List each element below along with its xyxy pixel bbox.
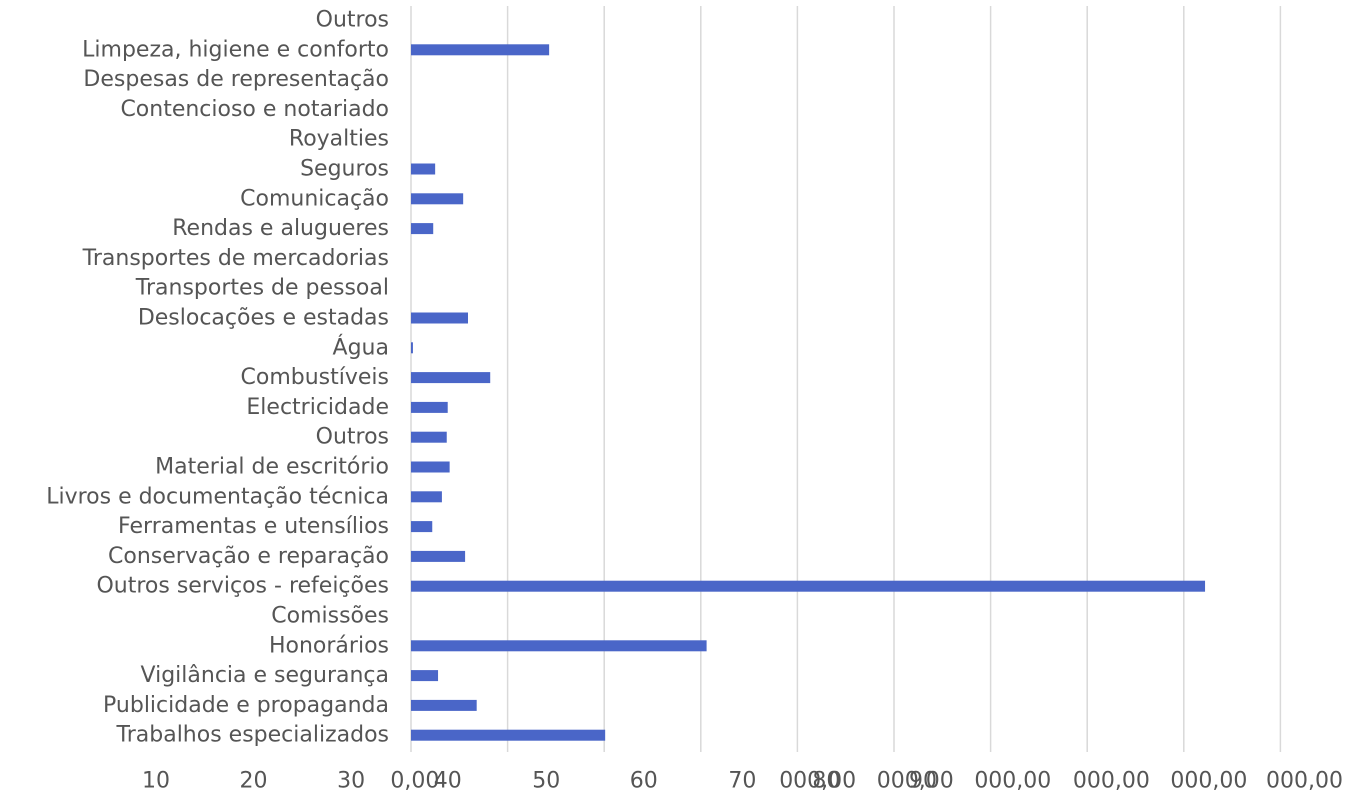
category-label: Honorários <box>269 633 389 658</box>
bar <box>411 670 439 682</box>
x-tick-label: 60 <box>630 769 658 794</box>
category-label: Limpeza, higiene e conforto <box>82 37 389 62</box>
category-label: Livros e documentação técnica <box>46 484 389 509</box>
bar <box>411 312 468 324</box>
bar <box>411 461 450 473</box>
bar <box>411 550 466 562</box>
bar <box>411 699 477 711</box>
bar <box>411 401 448 413</box>
bar <box>411 521 433 533</box>
category-label: Trabalhos especializados <box>116 723 389 748</box>
x-tick-label: 50 <box>532 769 560 794</box>
x-tick-label: 10 <box>142 769 170 794</box>
category-label: Deslocações e estadas <box>138 306 389 331</box>
category-label: Contencioso e notariado <box>120 97 389 122</box>
x-tick-label: 000,00 <box>1170 769 1247 794</box>
category-label: Comissões <box>271 604 389 629</box>
category-label: Água <box>333 334 389 360</box>
bar <box>411 163 436 175</box>
category-label: Royalties <box>289 127 389 152</box>
x-tick-label: 000,00 <box>779 769 856 794</box>
x-tick-label: 000,00 <box>877 769 954 794</box>
category-label: Vigilância e segurança <box>141 663 389 688</box>
x-tick-label: 20 <box>240 769 268 794</box>
category-label: Conservação e reparação <box>108 544 389 569</box>
bar <box>411 342 413 354</box>
category-label: Outros <box>316 425 389 450</box>
category-label: Ferramentas e utensílios <box>118 514 389 539</box>
x-tick-label: 30 <box>337 769 365 794</box>
category-label: Outros <box>316 8 389 33</box>
category-label: Combustíveis <box>241 365 390 390</box>
bar <box>411 580 1206 592</box>
x-tick-label: 000,00 <box>1073 769 1150 794</box>
x-tick-label: 90 <box>909 769 937 794</box>
bar <box>411 44 550 56</box>
x-tick-label: 80 <box>812 769 840 794</box>
bar <box>411 640 707 652</box>
category-label: Comunicação <box>240 186 389 211</box>
category-label: Outros serviços - refeições <box>96 574 389 599</box>
x-tick-label: 000,00 <box>974 769 1051 794</box>
bar <box>411 372 491 384</box>
category-label: Despesas de representação <box>83 67 389 92</box>
category-label: Electricidade <box>246 395 389 420</box>
bar <box>411 223 434 235</box>
category-label: Material de escritório <box>155 455 389 480</box>
category-label: Publicidade e propaganda <box>103 693 389 718</box>
bar <box>411 193 464 205</box>
x-tick-label: 000,00 <box>1266 769 1343 794</box>
x-tick-label: 40 <box>434 769 462 794</box>
category-label: Seguros <box>300 157 389 182</box>
x-tick-label: 0,00 <box>390 769 439 794</box>
category-label: Transportes de mercadorias <box>82 246 389 271</box>
bar <box>411 491 442 503</box>
bar <box>411 431 447 443</box>
x-tick-label: 70 <box>728 769 756 794</box>
category-label: Rendas e alugueres <box>172 216 389 241</box>
bar <box>411 729 606 741</box>
category-label: Transportes de pessoal <box>135 276 389 301</box>
